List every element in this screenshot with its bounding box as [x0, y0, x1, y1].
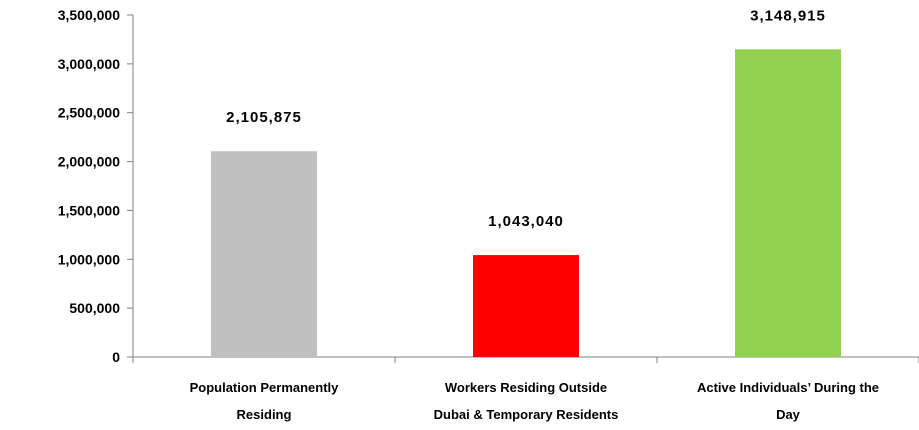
y-tick-label: 3,000,000: [58, 56, 120, 72]
y-axis: 0 500,000 1,000,000 1,500,000 2,000,000 2,500…: [58, 7, 134, 365]
y-tick-label: 1,500,000: [58, 202, 120, 218]
y-tick-label: 2,500,000: [58, 105, 120, 121]
y-tick-label: 0: [112, 349, 120, 365]
category-label: Workers Residing Outside: [445, 380, 607, 395]
category-label: Dubai & Temporary Residents: [434, 407, 619, 422]
y-tick-label: 3,500,000: [58, 7, 120, 23]
category-label: Active Individuals’ During the: [697, 380, 879, 395]
data-label: 1,043,040: [488, 213, 564, 230]
bar: [473, 255, 579, 357]
data-labels: 2,105,875 1,043,040 3,148,915: [226, 7, 826, 230]
bars: [211, 49, 841, 357]
bar: [735, 49, 841, 357]
bar: [211, 151, 317, 357]
y-tick-label: 500,000: [69, 300, 120, 316]
category-label: Residing: [237, 407, 292, 422]
category-label: Day: [776, 407, 801, 422]
data-label: 3,148,915: [750, 7, 826, 24]
category-label: Population Permanently: [190, 380, 340, 395]
category-labels: Population Permanently Residing Workers Re…: [190, 380, 879, 422]
y-tick-label: 2,000,000: [58, 154, 120, 170]
x-axis: [132, 356, 919, 363]
data-label: 2,105,875: [226, 109, 302, 126]
y-tick-label: 1,000,000: [58, 251, 120, 267]
